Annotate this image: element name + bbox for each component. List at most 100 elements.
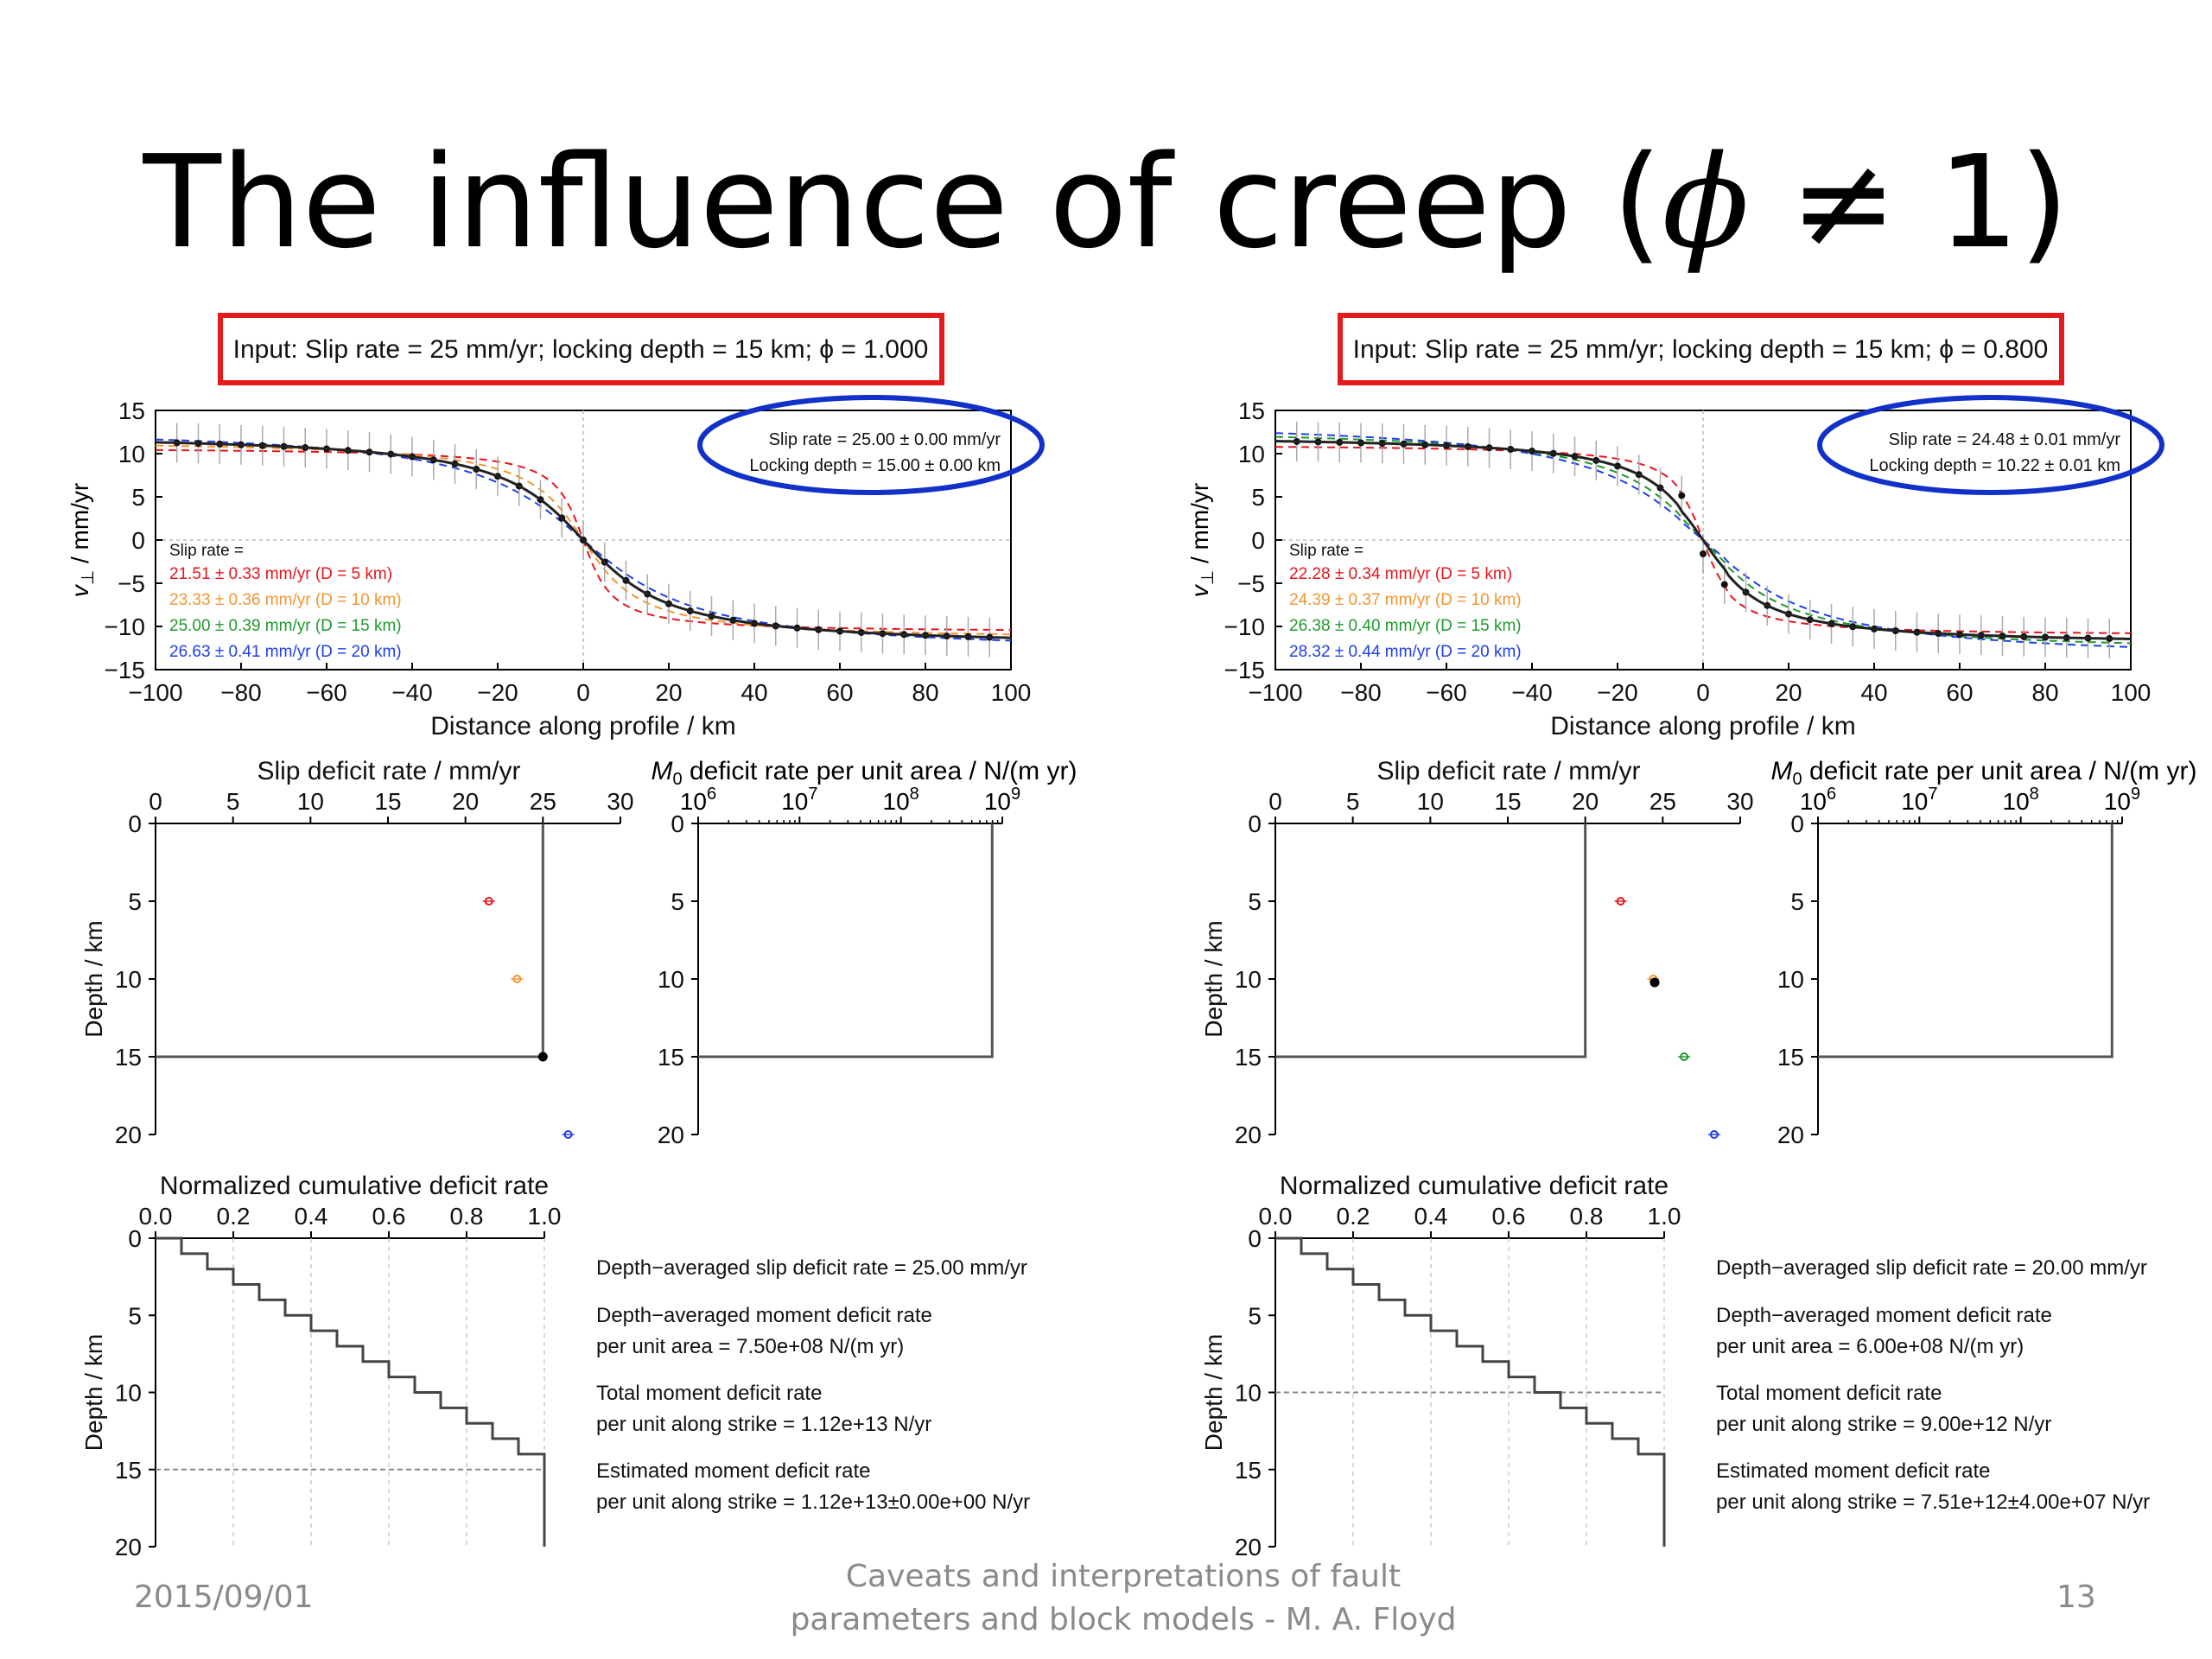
cumulative-tick-label: 0.0 [139,1203,173,1230]
depth-tick-label: 10 [1777,966,1804,993]
x-tick-label: 40 [741,679,767,706]
input-parameters-text: Input: Slip rate = 25 mm/yr; locking dep… [233,335,929,364]
profile-y-axis-label: v⊥ / mm/yr [67,483,98,598]
moment-tick-label: 107 [781,785,817,815]
fit-highlight-ellipse [1817,395,2164,495]
input-highlight-box [1338,313,2064,385]
y-tick-label: −5 [118,570,145,597]
depth-tick-label: 5 [128,1302,142,1329]
cumulative-tick-label: 1.0 [528,1203,562,1230]
x-tick-label: 20 [655,679,682,706]
stats-text: Estimated moment deficit rate [596,1459,870,1483]
moment-deficit-axis-title: M0 deficit rate per unit area / N/(m yr) [652,757,1077,789]
depth-tick-label: 5 [128,888,142,915]
y-tick-label: 0 [131,527,145,554]
slip-deficit-profile-line [1275,823,1587,1058]
slip-deficit-profile-line [156,823,544,1058]
slip-tick-label: 20 [1572,788,1599,815]
profile-x-axis-label: Distance along profile / km [430,712,736,741]
depth-tick-label: 15 [115,1457,142,1484]
depth-tick-label: 10 [115,1380,142,1407]
x-tick-label: 20 [1775,679,1802,706]
depth-tick-label: 5 [1248,888,1262,915]
x-tick-label: −60 [306,679,347,706]
stats-text: per unit along strike = 1.12e+13±0.00e+0… [596,1491,1030,1514]
legend-entry-blue: 28.32 ± 0.44 mm/yr (D = 20 km) [1289,643,1522,661]
x-tick-label: 60 [826,679,853,706]
x-tick-label: 100 [2111,679,2152,706]
legend-title: Slip rate = [169,542,244,560]
cumulative-axis-title: Normalized cumulative deficit rate [1280,1172,1669,1200]
slip-tick-label: 10 [297,788,324,815]
slip-tick-label: 5 [1346,788,1360,815]
depth-tick-label: 10 [658,966,684,993]
legend-title: Slip rate = [1289,542,1363,560]
slip-tick-label: 25 [530,788,556,815]
best-fit-curve [1274,440,2132,640]
moment-tick-label: 106 [1800,785,1836,815]
legend-entry-orange: 24.39 ± 0.37 mm/yr (D = 10 km) [1289,591,1522,609]
stats-text: Estimated moment deficit rate [1716,1459,1990,1483]
x-tick-label: 0 [576,679,590,706]
x-tick-label: 100 [991,679,1032,706]
x-tick-label: −20 [477,679,518,706]
y-tick-label: −10 [105,613,146,640]
stats-text: Depth−averaged moment deficit rate [1716,1304,2052,1327]
cumulative-tick-label: 0.8 [450,1203,484,1230]
moment-tick-label: 106 [680,785,716,815]
slip-deficit-axis-title: Slip deficit rate / mm/yr [1376,757,1640,785]
legend-entry-blue: 26.63 ± 0.41 mm/yr (D = 20 km) [169,643,402,661]
slip-tick-label: 15 [374,788,401,815]
data-point [1720,581,1728,588]
depth-tick-label: 10 [1235,966,1262,993]
depth-tick-label: 0 [1248,1225,1262,1252]
x-tick-label: −80 [220,679,262,706]
slip-tick-label: 10 [1417,788,1444,815]
stats-text: Depth−averaged moment deficit rate [596,1304,932,1327]
depth-tick-label: 15 [658,1044,684,1071]
legend-entry-red: 22.28 ± 0.34 mm/yr (D = 5 km) [1289,565,1512,583]
moment-tick-label: 108 [883,785,919,815]
y-tick-label: 10 [1238,441,1265,467]
fit-slip-rate-text: Slip rate = 25.00 ± 0.00 mm/yr [769,430,1001,449]
moment-tick-label: 108 [2003,785,2039,815]
x-tick-label: 80 [2031,679,2058,706]
depth-tick-label: 20 [115,1122,142,1148]
depth-tick-label: 5 [1248,1302,1262,1329]
moment-tick-label: 107 [1901,785,1937,815]
x-tick-label: −40 [1511,679,1553,706]
depth-tick-label: 0 [128,810,142,837]
y-tick-label: 5 [1251,484,1265,511]
depth-tick-label: 10 [115,966,142,993]
cumulative-tick-label: 0.0 [1259,1203,1293,1230]
cumulative-tick-label: 0.4 [295,1203,328,1230]
depth-tick-label: 15 [1235,1457,1262,1484]
depth-tick-label: 20 [1235,1534,1262,1560]
depth-tick-label: 20 [115,1534,142,1560]
x-tick-label: −20 [1597,679,1638,706]
stats-text: Depth−averaged slip deficit rate = 20.00… [1716,1256,2147,1280]
depth-tick-label: 0 [671,810,684,837]
stats-text: per unit area = 6.00e+08 N/(m yr) [1716,1335,2024,1358]
data-point [1700,550,1707,557]
cumulative-step-line [1275,1236,1666,1547]
cumulative-depth-axis-label: Depth / km [80,1334,107,1451]
depth-tick-label: 0 [1790,810,1804,837]
fit-locking-depth-text: Locking depth = 15.00 ± 0.00 km [749,456,1001,475]
input-highlight-box [218,313,944,385]
moment-deficit-axis-title: M0 deficit rate per unit area / N/(m yr) [1771,757,2197,789]
slip-deficit-axis-title: Slip deficit rate / mm/yr [257,757,520,785]
cumulative-depth-axis-label: Depth / km [1200,1334,1227,1451]
x-tick-label: −100 [1248,679,1302,706]
x-tick-label: −100 [128,679,182,706]
footer-title: Caveats and interpretations of fault par… [790,1559,1457,1638]
depth-tick-label: 20 [1235,1122,1262,1148]
legend-entry-green: 25.00 ± 0.39 mm/yr (D = 15 km) [169,617,402,635]
stats-text: Total moment deficit rate [596,1382,822,1405]
y-tick-label: −15 [1224,657,1266,683]
slip-tick-label: 25 [1649,788,1676,815]
depth-tick-label: 20 [1777,1122,1804,1148]
x-tick-label: −60 [1426,679,1467,706]
stats-text: per unit along strike = 7.51e+12±4.00e+0… [1716,1491,2150,1514]
